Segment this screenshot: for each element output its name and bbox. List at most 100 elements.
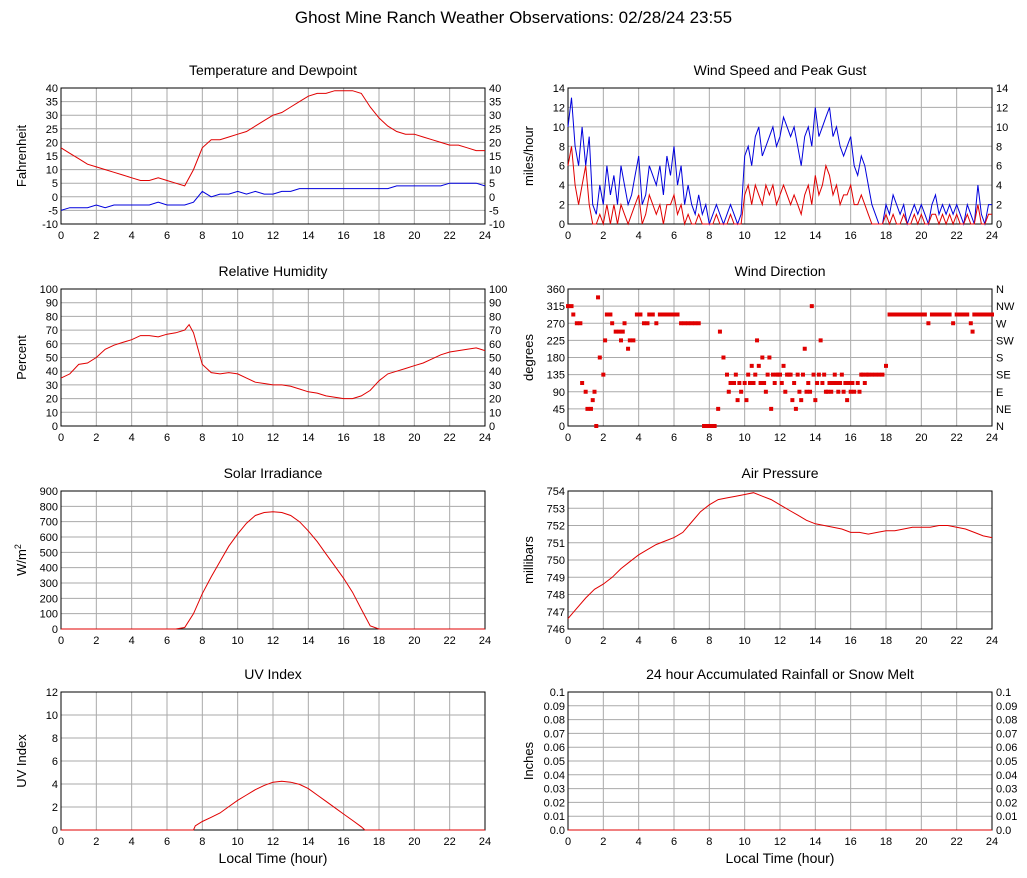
solar-ytick-label: 100	[40, 609, 58, 621]
uv-xtick-label: 6	[164, 836, 170, 848]
uv-ytick-label: 10	[46, 710, 58, 722]
solar-ytick-label: 700	[40, 517, 58, 529]
rainfall-ylabel: Inches	[521, 741, 536, 780]
wind-direction-xtick-label: 20	[915, 432, 927, 444]
pressure-xtick-label: 10	[739, 635, 751, 647]
wind-direction-point	[926, 321, 931, 326]
temperature-ytick-label: 25	[46, 124, 58, 136]
wind-direction-ytick-right-label: NE	[996, 404, 1011, 416]
uv-frame	[60, 691, 486, 831]
wind-direction-point	[679, 321, 684, 326]
wind-speed-xtick-label: 2	[600, 230, 606, 242]
rainfall-xlabel: Local Time (hour)	[726, 850, 835, 866]
wind-direction-point	[972, 312, 977, 317]
temperature-ytick-right-label: 40	[489, 83, 501, 95]
wind-direction-point	[804, 389, 809, 394]
solar-xtick-label: 14	[302, 635, 314, 647]
wind-speed-xtick-label: 4	[636, 230, 642, 242]
humidity-ytick-label: 80	[46, 311, 58, 323]
wind-speed-xtick-label: 8	[706, 230, 712, 242]
wind-direction-point	[797, 389, 802, 394]
pressure-ytick-label: 746	[547, 624, 565, 636]
wind-direction-point	[772, 380, 777, 385]
wind-direction-point	[813, 398, 818, 403]
wind-direction-point	[578, 321, 583, 326]
temperature-xtick-label: 4	[129, 230, 135, 242]
rainfall-ytick-label: 0.09	[544, 701, 565, 713]
rainfall-ytick-label: 0.01	[544, 811, 565, 823]
wind-direction-point	[940, 312, 945, 317]
wind-direction-point	[954, 312, 959, 317]
uv-xtick-label: 16	[338, 836, 350, 848]
wind-direction-point	[672, 312, 676, 317]
pressure-ytick-label: 750	[547, 555, 565, 567]
wind-direction-point	[566, 304, 570, 309]
pressure-frame	[567, 490, 993, 630]
solar-xtick-label: 4	[129, 635, 135, 647]
humidity-xtick-label: 10	[232, 432, 244, 444]
humidity-ytick-right-label: 50	[489, 353, 501, 365]
rainfall-ytick-right-label: 0.1	[996, 687, 1011, 699]
wind-direction-point	[965, 312, 970, 317]
wind-direction-point	[876, 372, 881, 377]
wind-direction-point	[818, 338, 823, 343]
wind-direction-point	[968, 321, 973, 326]
wind-direction-point	[661, 312, 666, 317]
humidity-ytick-label: 50	[46, 353, 58, 365]
temperature-ytick-right-label: 5	[489, 178, 495, 190]
wind-direction-point	[852, 389, 857, 394]
wind-direction-point	[843, 380, 848, 385]
wind-direction-ytick-right-label: NW	[996, 301, 1015, 313]
wind-direction-point	[744, 398, 749, 403]
wind-direction-frame	[567, 288, 993, 427]
wind-direction-point	[725, 372, 729, 377]
temperature-ylabel: Fahrenheit	[14, 125, 29, 188]
temperature-ytick-label: 35	[46, 97, 58, 109]
temperature-ytick-right-label: 25	[489, 124, 501, 136]
wind-direction-point	[944, 312, 949, 317]
wind-direction-point	[816, 372, 821, 377]
wind-direction-point	[866, 372, 871, 377]
humidity-xtick-label: 20	[408, 432, 420, 444]
wind-direction-point	[880, 372, 885, 377]
temperature-ytick-label: -5	[48, 205, 58, 217]
wind-direction-ytick-right-label: SW	[996, 335, 1014, 347]
wind-direction-ytick-label: 180	[547, 353, 565, 365]
temperature-xtick-label: 6	[164, 230, 170, 242]
humidity-xtick-label: 2	[93, 432, 99, 444]
wind-direction-point	[908, 312, 913, 317]
wind-speed-frame	[567, 87, 993, 225]
wind-direction-point	[717, 329, 722, 334]
wind-direction-point	[894, 312, 899, 317]
temperature-ytick-label: 10	[46, 165, 58, 177]
humidity-frame	[60, 288, 486, 427]
wind-speed-ytick-label: 8	[559, 141, 565, 153]
humidity-ytick-right-label: 30	[489, 380, 501, 392]
wind-speed-series-line-1	[567, 146, 992, 226]
rainfall-ytick-label: 0.06	[544, 742, 565, 754]
wind-speed-ytick-right-label: 6	[996, 161, 1002, 173]
uv-xtick-label: 2	[93, 836, 99, 848]
wind-direction-point	[809, 304, 814, 309]
uv-xtick-label: 14	[302, 836, 314, 848]
wind-direction-point	[929, 312, 934, 317]
humidity-xtick-label: 14	[302, 432, 314, 444]
wind-direction-xtick-label: 0	[565, 432, 571, 444]
solar-ytick-label: 900	[40, 486, 58, 498]
wind-direction-point	[815, 380, 820, 385]
humidity-xtick-label: 12	[267, 432, 279, 444]
wind-speed-title: Wind Speed and Peak Gust	[694, 62, 867, 78]
temperature-ytick-label: 0	[52, 192, 58, 204]
wind-direction-point	[820, 380, 825, 385]
wind-direction-point	[855, 380, 860, 385]
humidity-xtick-label: 8	[199, 432, 205, 444]
wind-direction-point	[617, 329, 622, 334]
pressure-ytick-label: 751	[547, 538, 565, 550]
wind-direction-point	[739, 389, 744, 394]
rainfall-xtick-label: 16	[845, 836, 857, 848]
rainfall-xtick-label: 24	[986, 836, 998, 848]
wind-speed-ytick-label: 4	[559, 180, 565, 192]
uv-ytick-label: 4	[52, 779, 58, 791]
humidity-ytick-label: 0	[52, 421, 58, 433]
